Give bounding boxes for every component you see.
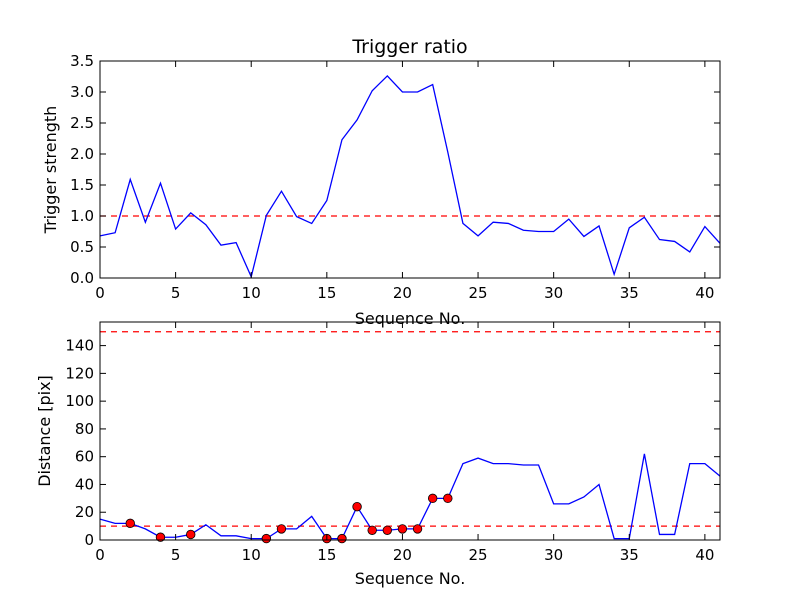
top-plot-trigger-ratio: 0 5 10 15 20 25 30 35 40 0.0 0.5 1.0 1.5 2.0 2.5 3.0 3.5… xyxy=(41,36,721,328)
data-marker xyxy=(352,501,362,512)
x-tick-label: 25 xyxy=(469,546,488,564)
data-marker xyxy=(382,525,393,535)
x-tick-label: 5 xyxy=(171,284,181,302)
x-tick-label: 0 xyxy=(95,546,105,564)
data-marker xyxy=(397,524,408,534)
y-tick-label: 2.0 xyxy=(70,145,94,163)
series-line-0 xyxy=(99,74,721,279)
axes-frame xyxy=(99,60,721,279)
x-tick-label: 10 xyxy=(242,546,261,564)
y-tick-label: 20 xyxy=(75,503,94,521)
y-axis-label: Trigger strength xyxy=(41,106,60,235)
x-tick-label: 10 xyxy=(242,284,261,302)
y-tick-label: 3.5 xyxy=(70,52,94,70)
y-axis-label: Distance [pix] xyxy=(35,375,54,487)
y-tick-label: 1.0 xyxy=(70,207,94,225)
y-tick-label: 100 xyxy=(65,392,94,410)
x-axis-label: Sequence No. xyxy=(355,569,466,588)
x-tick-label: 25 xyxy=(469,284,488,302)
y-tick-label: 2.5 xyxy=(70,114,94,132)
series-line-0 xyxy=(99,453,721,540)
chart-title: Trigger ratio xyxy=(351,36,467,58)
y-tick-label: 1.5 xyxy=(70,176,94,194)
data-marker xyxy=(276,524,287,534)
data-marker xyxy=(186,529,196,540)
x-tick-label: 15 xyxy=(317,284,336,302)
data-marker xyxy=(412,524,423,534)
y-tick-label: 60 xyxy=(75,448,94,466)
x-tick-label: 35 xyxy=(620,284,639,302)
y-tick-label: 0.0 xyxy=(70,269,94,287)
data-marker xyxy=(337,533,347,544)
y-tick-label: 0.5 xyxy=(70,238,94,256)
x-tick-label: 20 xyxy=(393,546,412,564)
x-tick-label: 40 xyxy=(695,546,714,564)
data-marker xyxy=(427,493,438,504)
data-marker xyxy=(125,518,135,529)
y-tick-label: 140 xyxy=(65,337,94,355)
x-tick-label: 5 xyxy=(171,546,181,564)
x-axis-label: Sequence No. xyxy=(355,309,466,328)
y-tick-label: 120 xyxy=(65,364,94,382)
y-tick-label: 3.0 xyxy=(70,83,94,101)
data-marker xyxy=(155,532,166,542)
x-tick-label: 30 xyxy=(544,284,563,302)
y-tick-label: 40 xyxy=(75,475,94,493)
x-tick-label: 35 xyxy=(620,546,639,564)
x-tick-label: 15 xyxy=(317,546,336,564)
y-tick-label: 80 xyxy=(75,420,94,438)
data-marker xyxy=(261,533,272,544)
x-tick-label: 40 xyxy=(695,284,714,302)
y-tick-label: 0 xyxy=(84,531,94,549)
x-tick-label: 30 xyxy=(544,546,563,564)
data-marker xyxy=(443,493,453,504)
bottom-plot-distance: 0 5 10 15 20 25 30 35 40 0 20 40 60 80 100 120 140 Sequen… xyxy=(35,321,721,588)
x-tick-label: 0 xyxy=(95,284,105,302)
data-marker xyxy=(367,525,377,535)
axes-frame xyxy=(99,321,721,541)
x-tick-label: 20 xyxy=(393,284,412,302)
